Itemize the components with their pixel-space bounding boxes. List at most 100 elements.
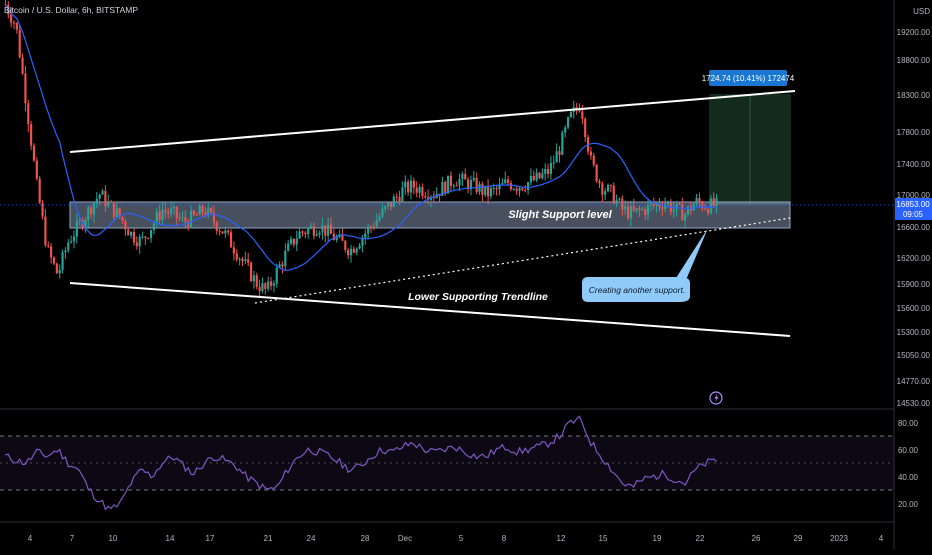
candle-body[interactable] <box>304 232 307 235</box>
candle-body[interactable] <box>375 220 378 227</box>
candle-body[interactable] <box>307 228 310 235</box>
candle-body[interactable] <box>649 203 652 205</box>
candle-body[interactable] <box>118 208 121 217</box>
candle-body[interactable] <box>686 206 690 215</box>
candle-body[interactable] <box>518 188 521 192</box>
candle-body[interactable] <box>652 203 655 206</box>
moving-average-line[interactable] <box>4 4 717 272</box>
callout-box[interactable] <box>582 277 690 302</box>
candle-body[interactable] <box>681 203 684 221</box>
candle-body[interactable] <box>158 211 161 220</box>
candle-body[interactable] <box>541 173 544 179</box>
candle-body[interactable] <box>178 217 181 219</box>
candle-body[interactable] <box>709 198 712 214</box>
candle-body[interactable] <box>524 189 527 191</box>
candle-body[interactable] <box>132 231 136 243</box>
candle-body[interactable] <box>141 236 144 238</box>
candle-body[interactable] <box>267 281 270 289</box>
candle-body[interactable] <box>235 253 238 260</box>
candle-body[interactable] <box>115 208 118 217</box>
candle-body[interactable] <box>198 205 201 215</box>
candle-body[interactable] <box>581 111 584 119</box>
candle-body[interactable] <box>472 177 475 181</box>
candle-body[interactable] <box>412 180 415 188</box>
candle-body[interactable] <box>15 22 18 30</box>
candle-body[interactable] <box>675 203 678 210</box>
candle-body[interactable] <box>232 247 235 254</box>
candle-body[interactable] <box>526 182 530 190</box>
candle-body[interactable] <box>287 243 290 251</box>
candle-body[interactable] <box>244 259 247 262</box>
candle-body[interactable] <box>261 283 264 292</box>
candle-body[interactable] <box>387 202 390 207</box>
candle-body[interactable] <box>704 208 707 210</box>
candle-body[interactable] <box>241 258 244 262</box>
candle-body[interactable] <box>10 14 13 23</box>
candle-body[interactable] <box>455 185 458 187</box>
candle-body[interactable] <box>209 207 213 213</box>
candle-body[interactable] <box>195 214 198 216</box>
candle-body[interactable] <box>21 57 24 74</box>
candle-body[interactable] <box>38 178 41 203</box>
candle-body[interactable] <box>321 225 324 233</box>
candle-body[interactable] <box>555 151 558 163</box>
candle-body[interactable] <box>715 197 718 207</box>
candle-body[interactable] <box>492 188 495 190</box>
candle-body[interactable] <box>684 214 687 221</box>
candle-body[interactable] <box>404 181 407 188</box>
candle-body[interactable] <box>458 179 461 186</box>
candle-body[interactable] <box>130 231 133 236</box>
candle-body[interactable] <box>347 249 350 256</box>
candle-body[interactable] <box>124 221 127 230</box>
candle-body[interactable] <box>369 226 373 228</box>
candle-body[interactable] <box>215 222 218 231</box>
candle-body[interactable] <box>278 264 281 268</box>
candle-body[interactable] <box>292 238 295 245</box>
candle-body[interactable] <box>381 208 384 217</box>
candle-body[interactable] <box>164 209 167 212</box>
candle-body[interactable] <box>632 206 635 211</box>
candle-body[interactable] <box>238 258 241 260</box>
candle-body[interactable] <box>161 209 164 220</box>
candle-body[interactable] <box>449 175 453 186</box>
candle-body[interactable] <box>358 245 361 249</box>
candle-body[interactable] <box>221 231 224 234</box>
candle-body[interactable] <box>281 264 284 267</box>
candle-body[interactable] <box>18 29 21 58</box>
candle-body[interactable] <box>72 236 76 242</box>
candle-body[interactable] <box>464 173 467 180</box>
candle-body[interactable] <box>84 219 87 228</box>
candle-body[interactable] <box>398 197 401 202</box>
candle-body[interactable] <box>87 207 90 220</box>
candle-body[interactable] <box>672 209 675 213</box>
candle-body[interactable] <box>172 206 176 209</box>
candle-body[interactable] <box>155 211 158 224</box>
candle-body[interactable] <box>598 181 601 184</box>
candle-body[interactable] <box>409 180 413 193</box>
candle-body[interactable] <box>344 240 347 250</box>
candle-body[interactable] <box>95 198 98 204</box>
candle-body[interactable] <box>475 177 478 192</box>
candle-body[interactable] <box>98 194 101 199</box>
candle-body[interactable] <box>335 237 338 241</box>
candle-body[interactable] <box>364 233 367 238</box>
candle-body[interactable] <box>264 283 267 289</box>
candle-body[interactable] <box>367 226 370 234</box>
candle-body[interactable] <box>489 188 493 197</box>
candle-body[interactable] <box>284 250 287 267</box>
candle-body[interactable] <box>309 226 313 229</box>
candle-body[interactable] <box>467 179 470 190</box>
candle-body[interactable] <box>564 127 567 133</box>
candle-body[interactable] <box>501 183 504 185</box>
lightning-icon[interactable] <box>709 391 723 405</box>
candle-body[interactable] <box>566 117 570 128</box>
candle-body[interactable] <box>415 187 418 193</box>
candle-body[interactable] <box>61 252 64 270</box>
candle-body[interactable] <box>67 242 70 251</box>
candle-body[interactable] <box>664 204 667 210</box>
price-axis[interactable]: USD 19200.00 18800.00 18300.00 17800.00 1740… <box>897 7 931 408</box>
candle-body[interactable] <box>181 217 184 219</box>
candle-body[interactable] <box>535 172 538 181</box>
